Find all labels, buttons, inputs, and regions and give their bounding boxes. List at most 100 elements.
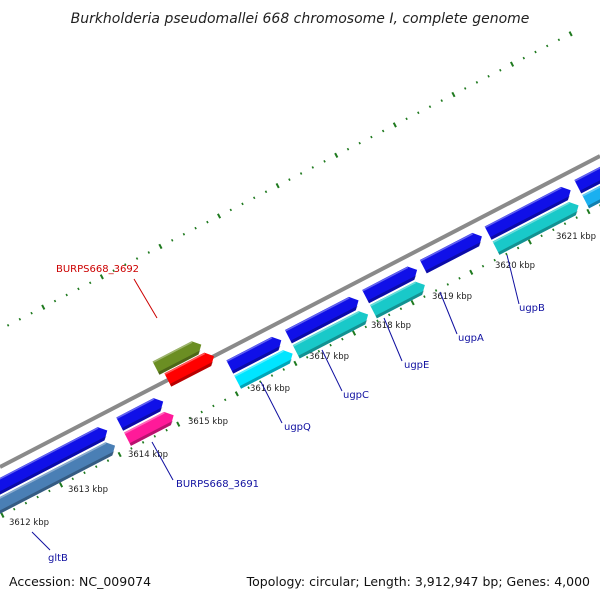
gene-ugpa-forward	[419, 232, 482, 274]
outer-tick-mark	[440, 99, 444, 102]
inner-tick-mark	[282, 368, 286, 371]
kbp-scale-labels: 3612 kbp 3613 kbp 3614 kbp 3615 kbp 3616 kbp…	[9, 232, 596, 528]
outer-tick-mark	[334, 152, 339, 158]
kbp-label: 3614 kbp	[128, 450, 168, 460]
gene-label-burps668-3692: BURPS668_3692	[56, 264, 139, 275]
outer-tick-mark	[65, 293, 68, 297]
outer-tick-mark	[252, 196, 256, 200]
leader-line-gltB	[31, 531, 51, 551]
outer-tick-mark	[182, 232, 186, 236]
outer-tick-mark	[41, 304, 46, 310]
gene-burps668-3691-track	[124, 411, 174, 446]
inner-tick-mark	[586, 208, 591, 215]
outer-tick-track	[6, 31, 573, 327]
inner-tick-mark	[434, 289, 438, 292]
inner-tick-mark	[234, 391, 239, 397]
outer-tick-mark	[463, 87, 467, 90]
gene-label-ugpc: ugpC	[343, 390, 369, 401]
outer-tick-mark	[206, 220, 209, 224]
kbp-label: 3621 kbp	[556, 232, 596, 242]
inner-tick-mark	[247, 386, 250, 390]
inner-tick-mark	[293, 360, 298, 367]
inner-tick-mark	[329, 343, 332, 347]
inner-tick-mark	[24, 501, 28, 505]
outer-tick-mark	[568, 31, 573, 37]
genome-summary: Topology: circular; Length: 3,912,947 bp…	[246, 574, 590, 589]
inner-tick-mark	[423, 295, 426, 298]
inner-tick-mark	[12, 507, 16, 511]
outer-tick-mark	[299, 172, 303, 175]
leader-line-ugpe	[383, 317, 403, 362]
inner-tick-mark	[305, 356, 309, 359]
outer-tick-mark	[557, 38, 561, 42]
gene-ugpq-forward	[226, 336, 282, 374]
outer-tick-mark	[510, 61, 515, 67]
outer-tick-mark	[18, 317, 22, 321]
outer-tick-mark	[229, 208, 233, 212]
inner-tick-track	[0, 204, 600, 518]
accession-label: Accession: NC_009074	[9, 574, 151, 589]
inner-tick-mark	[141, 441, 145, 444]
outer-tick-mark	[264, 190, 268, 194]
inner-tick-mark	[59, 482, 64, 488]
outer-tick-mark	[241, 202, 244, 206]
inner-tick-mark	[387, 313, 391, 317]
outer-tick-mark	[194, 226, 197, 230]
inner-tick-mark	[399, 307, 403, 311]
inner-tick-mark	[458, 277, 461, 280]
inner-tick-mark	[200, 410, 203, 414]
outer-tick-mark	[311, 166, 315, 169]
outer-tick-mark	[451, 91, 456, 98]
label-leader-lines	[31, 254, 520, 551]
kbp-label: 3612 kbp	[9, 518, 49, 528]
inner-tick-mark	[176, 421, 181, 427]
gene-label-ugpe: ugpE	[404, 360, 429, 371]
kbp-label: 3616 kbp	[250, 384, 290, 394]
inner-tick-mark	[117, 451, 122, 458]
gene-label-ugpb: ugpB	[519, 303, 545, 314]
inner-tick-mark	[48, 489, 51, 493]
inner-tick-mark	[341, 337, 344, 341]
gene-ugpe-forward	[362, 266, 418, 304]
inner-tick-mark	[317, 349, 321, 353]
outer-tick-mark	[275, 182, 280, 189]
outer-tick-mark	[288, 178, 291, 181]
leader-line-ugpq	[260, 381, 283, 424]
outer-tick-mark	[545, 44, 549, 48]
inner-tick-mark	[83, 471, 86, 475]
outer-tick-mark	[53, 299, 57, 303]
inner-tick-mark	[130, 447, 133, 450]
outer-tick-mark	[170, 238, 174, 242]
gene-ugpq-track	[234, 350, 293, 389]
leader-line-burps668-3691	[151, 441, 174, 481]
outer-tick-mark	[323, 159, 326, 163]
gene-next-forward	[574, 138, 600, 194]
outer-tick-mark	[124, 263, 127, 266]
outer-tick-mark	[499, 68, 502, 72]
gene-burps668-3692-lower	[164, 352, 214, 387]
outer-tick-mark	[158, 243, 163, 250]
inner-tick-mark	[575, 216, 578, 219]
genome-backbone	[0, 154, 600, 469]
inner-tick-mark	[493, 258, 496, 262]
outer-tick-mark	[346, 147, 350, 151]
gene-labels: gltB BURPS668_3691 BURPS668_3692 ugpQ ugpC ug…	[48, 264, 545, 564]
inner-tick-mark	[270, 374, 274, 377]
gene-gltB-forward	[0, 427, 108, 503]
gene-ugpc-track	[292, 311, 369, 359]
gene-features	[0, 138, 600, 518]
inner-tick-mark	[410, 299, 415, 306]
gene-ugpb-track	[492, 201, 579, 255]
outer-tick-mark	[112, 269, 115, 273]
outer-tick-mark	[522, 56, 526, 60]
outer-tick-mark	[475, 81, 479, 84]
gene-next-track	[582, 153, 600, 209]
outer-tick-mark	[405, 117, 408, 121]
kbp-label: 3613 kbp	[68, 485, 108, 495]
leader-line-ugpb	[506, 254, 520, 305]
gene-ugpe-track	[369, 281, 425, 319]
kbp-label: 3620 kbp	[495, 261, 535, 271]
inner-tick-mark	[71, 477, 75, 481]
leader-line-ugpa	[439, 291, 458, 335]
